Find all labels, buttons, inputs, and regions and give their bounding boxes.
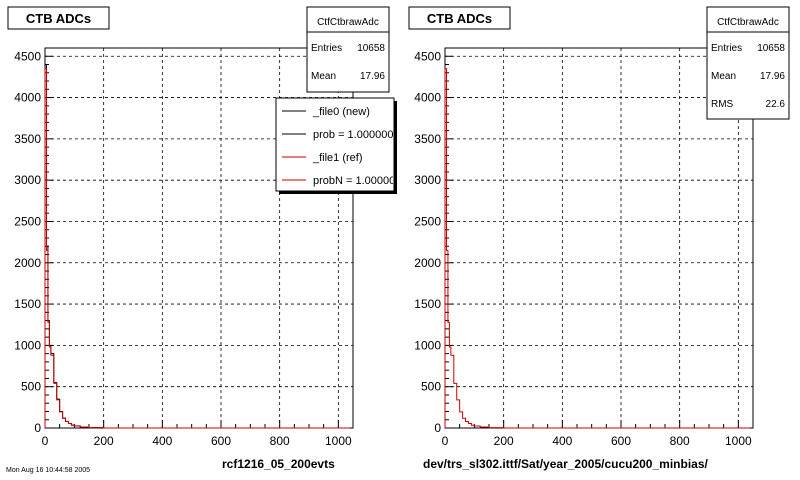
x-tick-label: 400 — [152, 434, 172, 448]
stats-name: CtfCtbrawAdc — [317, 17, 379, 28]
x-tick-label: 200 — [94, 434, 114, 448]
x-axis-label: rcf1216_05_200evts — [222, 457, 335, 471]
stats-value: 17.96 — [760, 71, 785, 82]
stats-label: Entries — [311, 43, 342, 54]
histogram-series-1 — [444, 68, 751, 429]
charts-layer: 0 200 400 600 800 100005001000150020002500300… — [7, 6, 790, 471]
y-tick-label: 3500 — [414, 132, 441, 146]
stats-value: 17.96 — [360, 71, 385, 82]
x-tick-label: 800 — [270, 434, 290, 448]
y-tick-label: 1500 — [414, 297, 441, 311]
y-tick-label: 2500 — [414, 214, 441, 228]
y-tick-label: 1000 — [414, 338, 441, 352]
legend-box — [275, 97, 395, 192]
stats-box — [706, 6, 790, 120]
y-tick-label: 500 — [21, 380, 41, 394]
x-axis-label: dev/trs_sl302.ittf/Sat/year_2005/cucu200… — [423, 457, 708, 471]
y-tick-label: 4000 — [14, 91, 41, 105]
x-tick-label: 600 — [611, 434, 631, 448]
y-tick-label: 4500 — [14, 49, 41, 63]
legend-entries: _file0 (new) prob = 1.000000 _file1 (ref) p… — [282, 106, 401, 187]
histogram-panel-2: 0 200 400 600 800 1000 0 500 1000 1500 2000 2500 300… — [408, 6, 790, 471]
x-tick-label: 1000 — [725, 434, 752, 448]
y-tick-label: 0 — [34, 421, 41, 435]
y-tick-label: 1000 — [14, 338, 41, 352]
x-tick-label: 800 — [670, 434, 690, 448]
y-tick-label: 4500 — [414, 49, 441, 63]
y-tick-label: 3000 — [14, 173, 41, 187]
y-tick-label: 3000 — [414, 173, 441, 187]
title-box — [7, 6, 110, 30]
legend-label: _file0 (new) — [312, 106, 370, 118]
legend-label: _file1 (ref) — [312, 152, 363, 164]
stats-value: 22.6 — [766, 99, 786, 110]
y-tick-label: 3500 — [14, 132, 41, 146]
title-box — [408, 6, 511, 30]
stats-value: 10658 — [757, 43, 785, 54]
legend-label: prob = 1.000000 — [313, 129, 393, 141]
x-tick-label: 200 — [494, 434, 514, 448]
x-tick-label: 600 — [211, 434, 231, 448]
y-tick-label: 4000 — [414, 91, 441, 105]
x-tick-label: 0 — [442, 434, 449, 448]
y-tick-label: 2000 — [414, 256, 441, 270]
stats-box — [306, 6, 390, 93]
chart-title: CTB ADCs — [26, 11, 91, 26]
stats-label: Mean — [711, 71, 736, 82]
x-tick-label: 1000 — [325, 434, 352, 448]
stats-label: RMS — [711, 99, 734, 110]
timestamp-label: Mon Aug 16 10:44:58 2005 — [6, 467, 90, 474]
x-tick-label: 400 — [552, 434, 572, 448]
legend-label: probN = 1.000000 — [313, 175, 401, 187]
y-tick-label: 2000 — [14, 256, 41, 270]
y-tick-label: 1500 — [14, 297, 41, 311]
histogram-panel-1: 0 200 400 600 800 1000 0 500 1000 1500 2000 2500 300… — [7, 6, 401, 471]
y-tick-label: 500 — [421, 380, 441, 394]
stats-label: Mean — [311, 71, 336, 82]
y-tick-label: 2500 — [14, 214, 41, 228]
stats-label: Entries — [711, 43, 742, 54]
chart-title: CTB ADCs — [427, 11, 492, 26]
stats-value: 10658 — [357, 43, 385, 54]
histogram-series-2 — [44, 68, 351, 429]
y-tick-label: 0 — [434, 421, 441, 435]
stats-name: CtfCtbrawAdc — [717, 17, 779, 28]
x-tick-label: 0 — [42, 434, 49, 448]
